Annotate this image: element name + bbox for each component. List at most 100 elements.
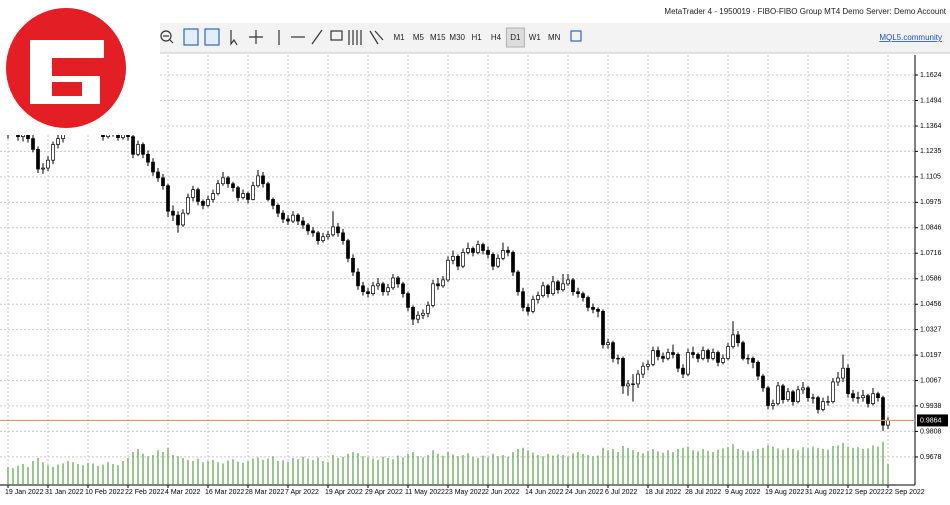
volume-bar (877, 446, 879, 485)
candle-body (151, 161, 155, 173)
timeframe-button[interactable]: M30 (449, 33, 465, 42)
volume-bar (397, 455, 399, 485)
candle-body (866, 395, 870, 404)
volume-bar (177, 456, 179, 485)
candle-body (741, 342, 745, 359)
volume-bar (637, 452, 639, 485)
volume-bar (337, 458, 339, 485)
volume-bar (127, 458, 129, 485)
candle-body (756, 361, 760, 377)
candle-body (736, 334, 740, 344)
y-tick-label: 1.1105 (920, 174, 941, 181)
candle-body (641, 365, 645, 375)
timeframe-button[interactable]: D1 (510, 33, 521, 42)
volume-bar (672, 452, 674, 485)
volume-bar (737, 449, 739, 485)
volume-bar (137, 449, 139, 485)
volume-bar (652, 449, 654, 485)
timeframe-selected (505, 27, 525, 48)
candle-body (671, 352, 675, 355)
mql5-link[interactable]: MQL5.community (879, 33, 942, 42)
y-tick-label: 1.0846 (920, 225, 942, 232)
candle-body (181, 212, 185, 226)
candle-body (716, 352, 720, 363)
volume-bar (732, 444, 734, 485)
candle-body (591, 307, 595, 310)
timeframe-button[interactable]: M15 (430, 33, 446, 42)
volume-bar (192, 461, 194, 485)
volume-bar (377, 459, 379, 485)
crosshair[interactable] (249, 30, 263, 44)
volume-bar (432, 450, 434, 485)
candle-body (186, 197, 190, 214)
window-title: MetaTrader 4 - 1950019 - FIBO-FIBO Group… (664, 7, 946, 16)
volume-bar (537, 455, 539, 485)
volume-bar (467, 453, 469, 485)
candle-body (606, 342, 610, 346)
volume-bar (622, 446, 624, 485)
candle-body (441, 279, 445, 287)
timeframe-button[interactable]: W1 (529, 33, 542, 42)
volume-bar (717, 449, 719, 485)
candle-body (471, 248, 475, 253)
candle-body (601, 310, 605, 346)
volume-bar (582, 453, 584, 485)
auto-scroll[interactable] (204, 28, 220, 46)
candle-body (391, 277, 395, 289)
volume-bar (777, 448, 779, 485)
candle-body (206, 199, 210, 206)
timeframe-button[interactable]: H1 (471, 33, 482, 42)
candle-body (681, 367, 685, 375)
candle-body (636, 373, 640, 385)
x-tick-label: 28 Jul 2022 (685, 489, 721, 496)
y-tick-label: 1.0586 (920, 276, 942, 283)
candle-body (321, 236, 325, 242)
candle-body (271, 199, 275, 206)
volume-bar (667, 450, 669, 485)
volume-bar (852, 447, 854, 485)
volume-bar (132, 452, 134, 485)
volume-bar (422, 457, 424, 485)
candle-body (531, 299, 535, 312)
candle-body (201, 201, 205, 206)
timeframe-button[interactable]: M1 (393, 33, 405, 42)
timeframe-button[interactable]: MN (548, 33, 561, 42)
candle-body (511, 252, 515, 273)
volume-bar (482, 455, 484, 485)
volume-bar (352, 452, 354, 485)
candle-body (296, 214, 300, 222)
volume-bar (32, 461, 34, 485)
cursor[interactable] (230, 30, 238, 46)
fullscreen[interactable] (570, 30, 582, 42)
y-tick-label: 1.0975 (920, 199, 942, 206)
volume-bar (587, 455, 589, 485)
candle-body (146, 153, 150, 163)
chart-shift[interactable] (183, 28, 199, 46)
y-tick-label: 1.1624 (920, 72, 942, 79)
candle-body (576, 291, 580, 294)
gann-tool[interactable] (369, 30, 384, 45)
volume-bar (312, 459, 314, 485)
text-tool[interactable] (330, 30, 343, 41)
x-tick-label: 11 May 2022 (405, 489, 445, 496)
candle-body (256, 175, 260, 187)
volume-bar (727, 447, 729, 485)
candle-body (156, 171, 160, 179)
candle-body (211, 193, 215, 200)
timeframe-button[interactable]: M5 (413, 33, 425, 42)
x-tick-label: 19 Jan 2022 (5, 489, 44, 496)
volume-bar (762, 447, 764, 485)
volume-bar (767, 445, 769, 485)
volume-bar (367, 457, 369, 485)
volume-bar (572, 453, 574, 485)
candle-body (326, 234, 330, 238)
zoom-out[interactable] (160, 30, 172, 42)
fibo-tool[interactable] (348, 30, 362, 45)
volume-bar (62, 463, 64, 485)
trendline[interactable] (311, 29, 323, 45)
timeframe-button[interactable]: H4 (491, 33, 502, 42)
volume-bar (102, 464, 104, 485)
volume-bar (117, 465, 119, 485)
candle-body (346, 240, 350, 259)
candle-body (871, 393, 875, 404)
